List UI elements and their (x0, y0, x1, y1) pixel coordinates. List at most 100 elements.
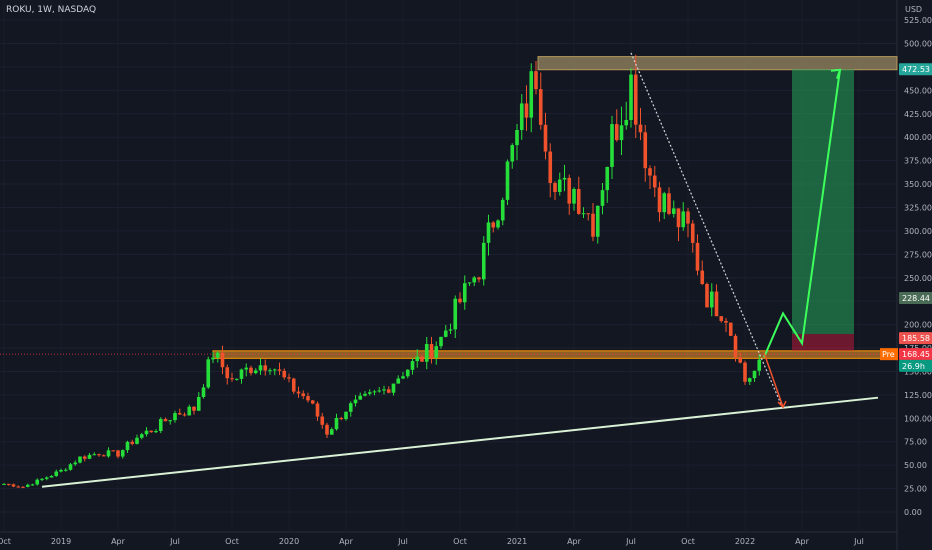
candle-body (173, 413, 177, 421)
candle-body (439, 336, 443, 347)
candle-body (477, 277, 481, 280)
candle-body (334, 417, 339, 430)
arrowhead-icon (777, 400, 787, 409)
candle-body (595, 205, 600, 237)
candle-body (724, 320, 728, 323)
price-tick-label: 0.00 (904, 508, 922, 517)
time-tick-label: 2020 (279, 537, 299, 546)
candle-body (177, 413, 182, 415)
candle-body (605, 166, 610, 191)
price-tick-label: 375.00 (904, 157, 932, 166)
candle-body (306, 396, 310, 401)
time-tick-label: Oct (225, 537, 239, 546)
candle-body (576, 188, 581, 214)
candle-body (196, 396, 201, 411)
price-axis[interactable]: 525.00500.00475.00450.00425.00400.00375.… (904, 16, 932, 517)
candle-body (206, 359, 211, 388)
candlestick-series (2, 54, 762, 489)
candle-body (548, 151, 553, 184)
candle-body (2, 483, 6, 485)
time-tick-label: Apr (795, 537, 810, 546)
price-tick-label: 425.00 (904, 110, 932, 119)
candle-body (367, 392, 372, 394)
time-tick-label: Jul (853, 537, 864, 546)
candle-body (662, 193, 667, 213)
candle-body (472, 277, 477, 283)
price-tick-label: 150.00 (904, 367, 932, 376)
support-zone (212, 350, 898, 359)
candle-body (372, 391, 377, 393)
candle-body (709, 291, 714, 308)
candle-body (434, 346, 439, 358)
candle-body (690, 223, 695, 243)
candle-body (543, 124, 548, 152)
candle-body (619, 125, 624, 141)
drawing-lines (41, 52, 879, 488)
long-stop-area (792, 333, 854, 351)
price-tag-bg (899, 332, 932, 345)
candle-body (519, 103, 524, 130)
candle-body (743, 362, 747, 382)
price-tag-label: 185.58 (902, 334, 930, 343)
resistance-zone (537, 56, 898, 71)
candle-body (405, 369, 410, 377)
candle-body (144, 430, 149, 435)
time-tick-label: Jul (625, 537, 636, 546)
candle-body (201, 387, 206, 397)
pre-market-badge (880, 348, 898, 361)
candle-body (529, 71, 534, 118)
candle-body (182, 414, 187, 416)
candle-body (676, 208, 681, 228)
price-tag-label: 168.45 (902, 350, 930, 359)
grid-lines (0, 0, 898, 550)
candle-body (458, 298, 462, 303)
price-tick-label: 75.00 (904, 438, 927, 447)
price-tick-label: 500.00 (904, 40, 932, 49)
arrowhead-icon (830, 68, 842, 80)
candle-body (16, 486, 21, 488)
candle-body (567, 177, 572, 204)
candle-body (757, 359, 762, 371)
price-tags: 472.53 228.44 185.58 Pre 168.45 26.9h (880, 63, 932, 372)
candle-body (633, 74, 638, 125)
time-tick-label: Jul (169, 537, 180, 546)
candle-body (429, 343, 434, 358)
candle-body (6, 483, 11, 485)
candle-body (344, 411, 348, 420)
price-tick-label: 350.00 (904, 180, 932, 189)
candle-body (572, 188, 576, 204)
candle-body (462, 283, 467, 303)
price-tick-label: 525.00 (904, 16, 932, 25)
candle-body (624, 120, 629, 126)
falling-trendline (630, 52, 784, 410)
candle-body (453, 298, 458, 330)
candle-body (21, 486, 25, 488)
candle-body (510, 145, 515, 162)
time-tick-label: 2021 (507, 537, 527, 546)
candle-body (415, 356, 420, 362)
candle-body (225, 367, 230, 379)
candle-body (325, 424, 329, 435)
candle-body (557, 179, 562, 193)
candle-body (234, 378, 239, 380)
candle-body (263, 365, 268, 371)
candle-body (149, 430, 154, 433)
time-tick-label: Oct (681, 537, 695, 546)
candle-body (130, 441, 135, 444)
candle-body (139, 434, 144, 438)
candle-body (377, 390, 382, 392)
time-axis[interactable]: Oct 2019 Apr Jul Oct 2020 Apr Jul Oct 2021 Apr Jul O… (0, 537, 864, 546)
price-tick-label: 300.00 (904, 227, 932, 236)
candle-body (358, 395, 363, 400)
candle-body (154, 431, 158, 433)
candle-body (301, 393, 306, 397)
candle-body (667, 193, 671, 214)
candle-body (92, 454, 97, 456)
candle-body (244, 367, 249, 370)
time-tick-label: 2022 (735, 537, 755, 546)
candle-body (581, 213, 586, 215)
candle-body (348, 403, 353, 412)
candle-body (443, 330, 448, 337)
candle-body (629, 74, 633, 121)
